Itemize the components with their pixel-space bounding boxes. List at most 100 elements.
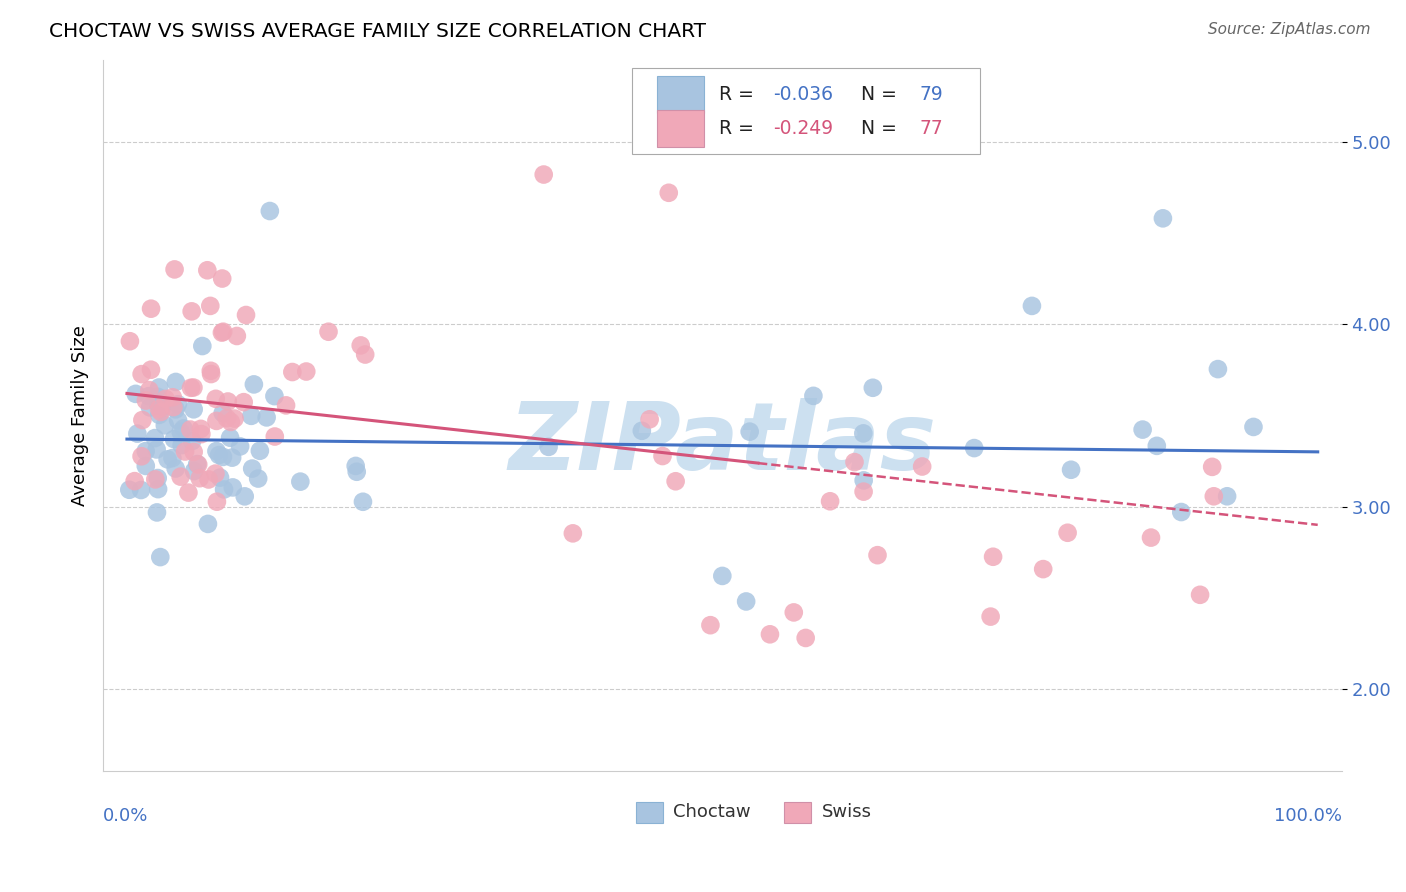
Point bbox=[162, 390, 184, 404]
Point bbox=[204, 392, 226, 406]
Point bbox=[118, 334, 141, 349]
Point bbox=[143, 431, 166, 445]
Point bbox=[190, 422, 212, 436]
Point bbox=[135, 393, 157, 408]
Point bbox=[124, 387, 146, 401]
Point bbox=[1243, 420, 1265, 434]
Point bbox=[212, 325, 235, 339]
Point bbox=[738, 425, 761, 439]
Point bbox=[295, 365, 318, 379]
Y-axis label: Average Family Size: Average Family Size bbox=[72, 325, 89, 506]
Point bbox=[1170, 505, 1192, 519]
Point bbox=[794, 631, 817, 645]
Point bbox=[209, 470, 232, 484]
Point bbox=[129, 483, 152, 497]
Point bbox=[344, 458, 367, 473]
Point bbox=[630, 424, 652, 438]
Point bbox=[232, 395, 254, 409]
Point bbox=[166, 397, 188, 411]
Point bbox=[256, 410, 278, 425]
Point bbox=[240, 461, 263, 475]
Point bbox=[212, 450, 235, 464]
Point bbox=[200, 299, 222, 313]
Point bbox=[200, 364, 222, 378]
Point bbox=[205, 444, 228, 458]
Point bbox=[146, 482, 169, 496]
FancyBboxPatch shape bbox=[657, 110, 704, 147]
Point bbox=[200, 367, 222, 381]
Point bbox=[211, 271, 233, 285]
Point bbox=[167, 413, 190, 427]
Point bbox=[1206, 362, 1229, 376]
Point bbox=[225, 329, 247, 343]
Point bbox=[818, 494, 841, 508]
Point bbox=[1056, 525, 1078, 540]
Point bbox=[212, 483, 235, 497]
Point bbox=[204, 467, 226, 481]
Text: CHOCTAW VS SWISS AVERAGE FAMILY SIZE CORRELATION CHART: CHOCTAW VS SWISS AVERAGE FAMILY SIZE COR… bbox=[49, 22, 706, 41]
Text: Swiss: Swiss bbox=[821, 804, 872, 822]
Point bbox=[180, 304, 202, 318]
Point bbox=[143, 472, 166, 486]
Text: 77: 77 bbox=[920, 119, 943, 138]
Point bbox=[181, 434, 204, 448]
Point bbox=[638, 412, 661, 426]
Point bbox=[911, 459, 934, 474]
Point bbox=[354, 347, 377, 361]
Point bbox=[981, 549, 1004, 564]
Point bbox=[211, 406, 233, 420]
Text: R =: R = bbox=[718, 119, 759, 138]
Point bbox=[187, 458, 209, 472]
Point bbox=[150, 400, 173, 414]
Point bbox=[980, 609, 1002, 624]
Point bbox=[217, 394, 239, 409]
Point bbox=[170, 425, 193, 439]
Point bbox=[205, 414, 228, 428]
Text: N =: N = bbox=[849, 119, 903, 138]
Point bbox=[533, 168, 555, 182]
Text: 100.0%: 100.0% bbox=[1274, 806, 1341, 825]
Point bbox=[235, 308, 257, 322]
Point bbox=[243, 377, 266, 392]
Point bbox=[183, 402, 205, 417]
Point bbox=[165, 375, 187, 389]
Point bbox=[186, 457, 208, 471]
Point bbox=[1152, 211, 1174, 226]
Point bbox=[177, 485, 200, 500]
Point bbox=[183, 445, 205, 459]
Point bbox=[350, 338, 373, 352]
Point bbox=[233, 489, 256, 503]
Point bbox=[153, 418, 176, 433]
Point bbox=[281, 365, 304, 379]
Point bbox=[162, 400, 184, 414]
Point bbox=[183, 380, 205, 394]
Point bbox=[1216, 489, 1239, 503]
Point bbox=[139, 401, 162, 415]
Point bbox=[179, 423, 201, 437]
Point bbox=[190, 427, 212, 442]
Text: Choctaw: Choctaw bbox=[673, 804, 751, 822]
Point bbox=[191, 339, 214, 353]
Point bbox=[759, 627, 782, 641]
Point bbox=[131, 367, 153, 381]
Point bbox=[1202, 489, 1225, 503]
Point bbox=[183, 464, 205, 478]
Point bbox=[174, 444, 197, 458]
Point bbox=[138, 389, 160, 403]
Point bbox=[149, 405, 172, 419]
Point bbox=[146, 505, 169, 519]
Point bbox=[247, 471, 270, 485]
Point bbox=[188, 471, 211, 485]
Point bbox=[163, 262, 186, 277]
Point bbox=[145, 442, 167, 457]
Point bbox=[263, 429, 285, 443]
Point bbox=[1132, 423, 1154, 437]
Point bbox=[249, 443, 271, 458]
Point bbox=[197, 473, 219, 487]
Point bbox=[139, 362, 162, 376]
Point bbox=[263, 389, 285, 403]
Point bbox=[1146, 439, 1168, 453]
Text: Source: ZipAtlas.com: Source: ZipAtlas.com bbox=[1208, 22, 1371, 37]
FancyBboxPatch shape bbox=[631, 68, 980, 154]
Point bbox=[170, 438, 193, 452]
